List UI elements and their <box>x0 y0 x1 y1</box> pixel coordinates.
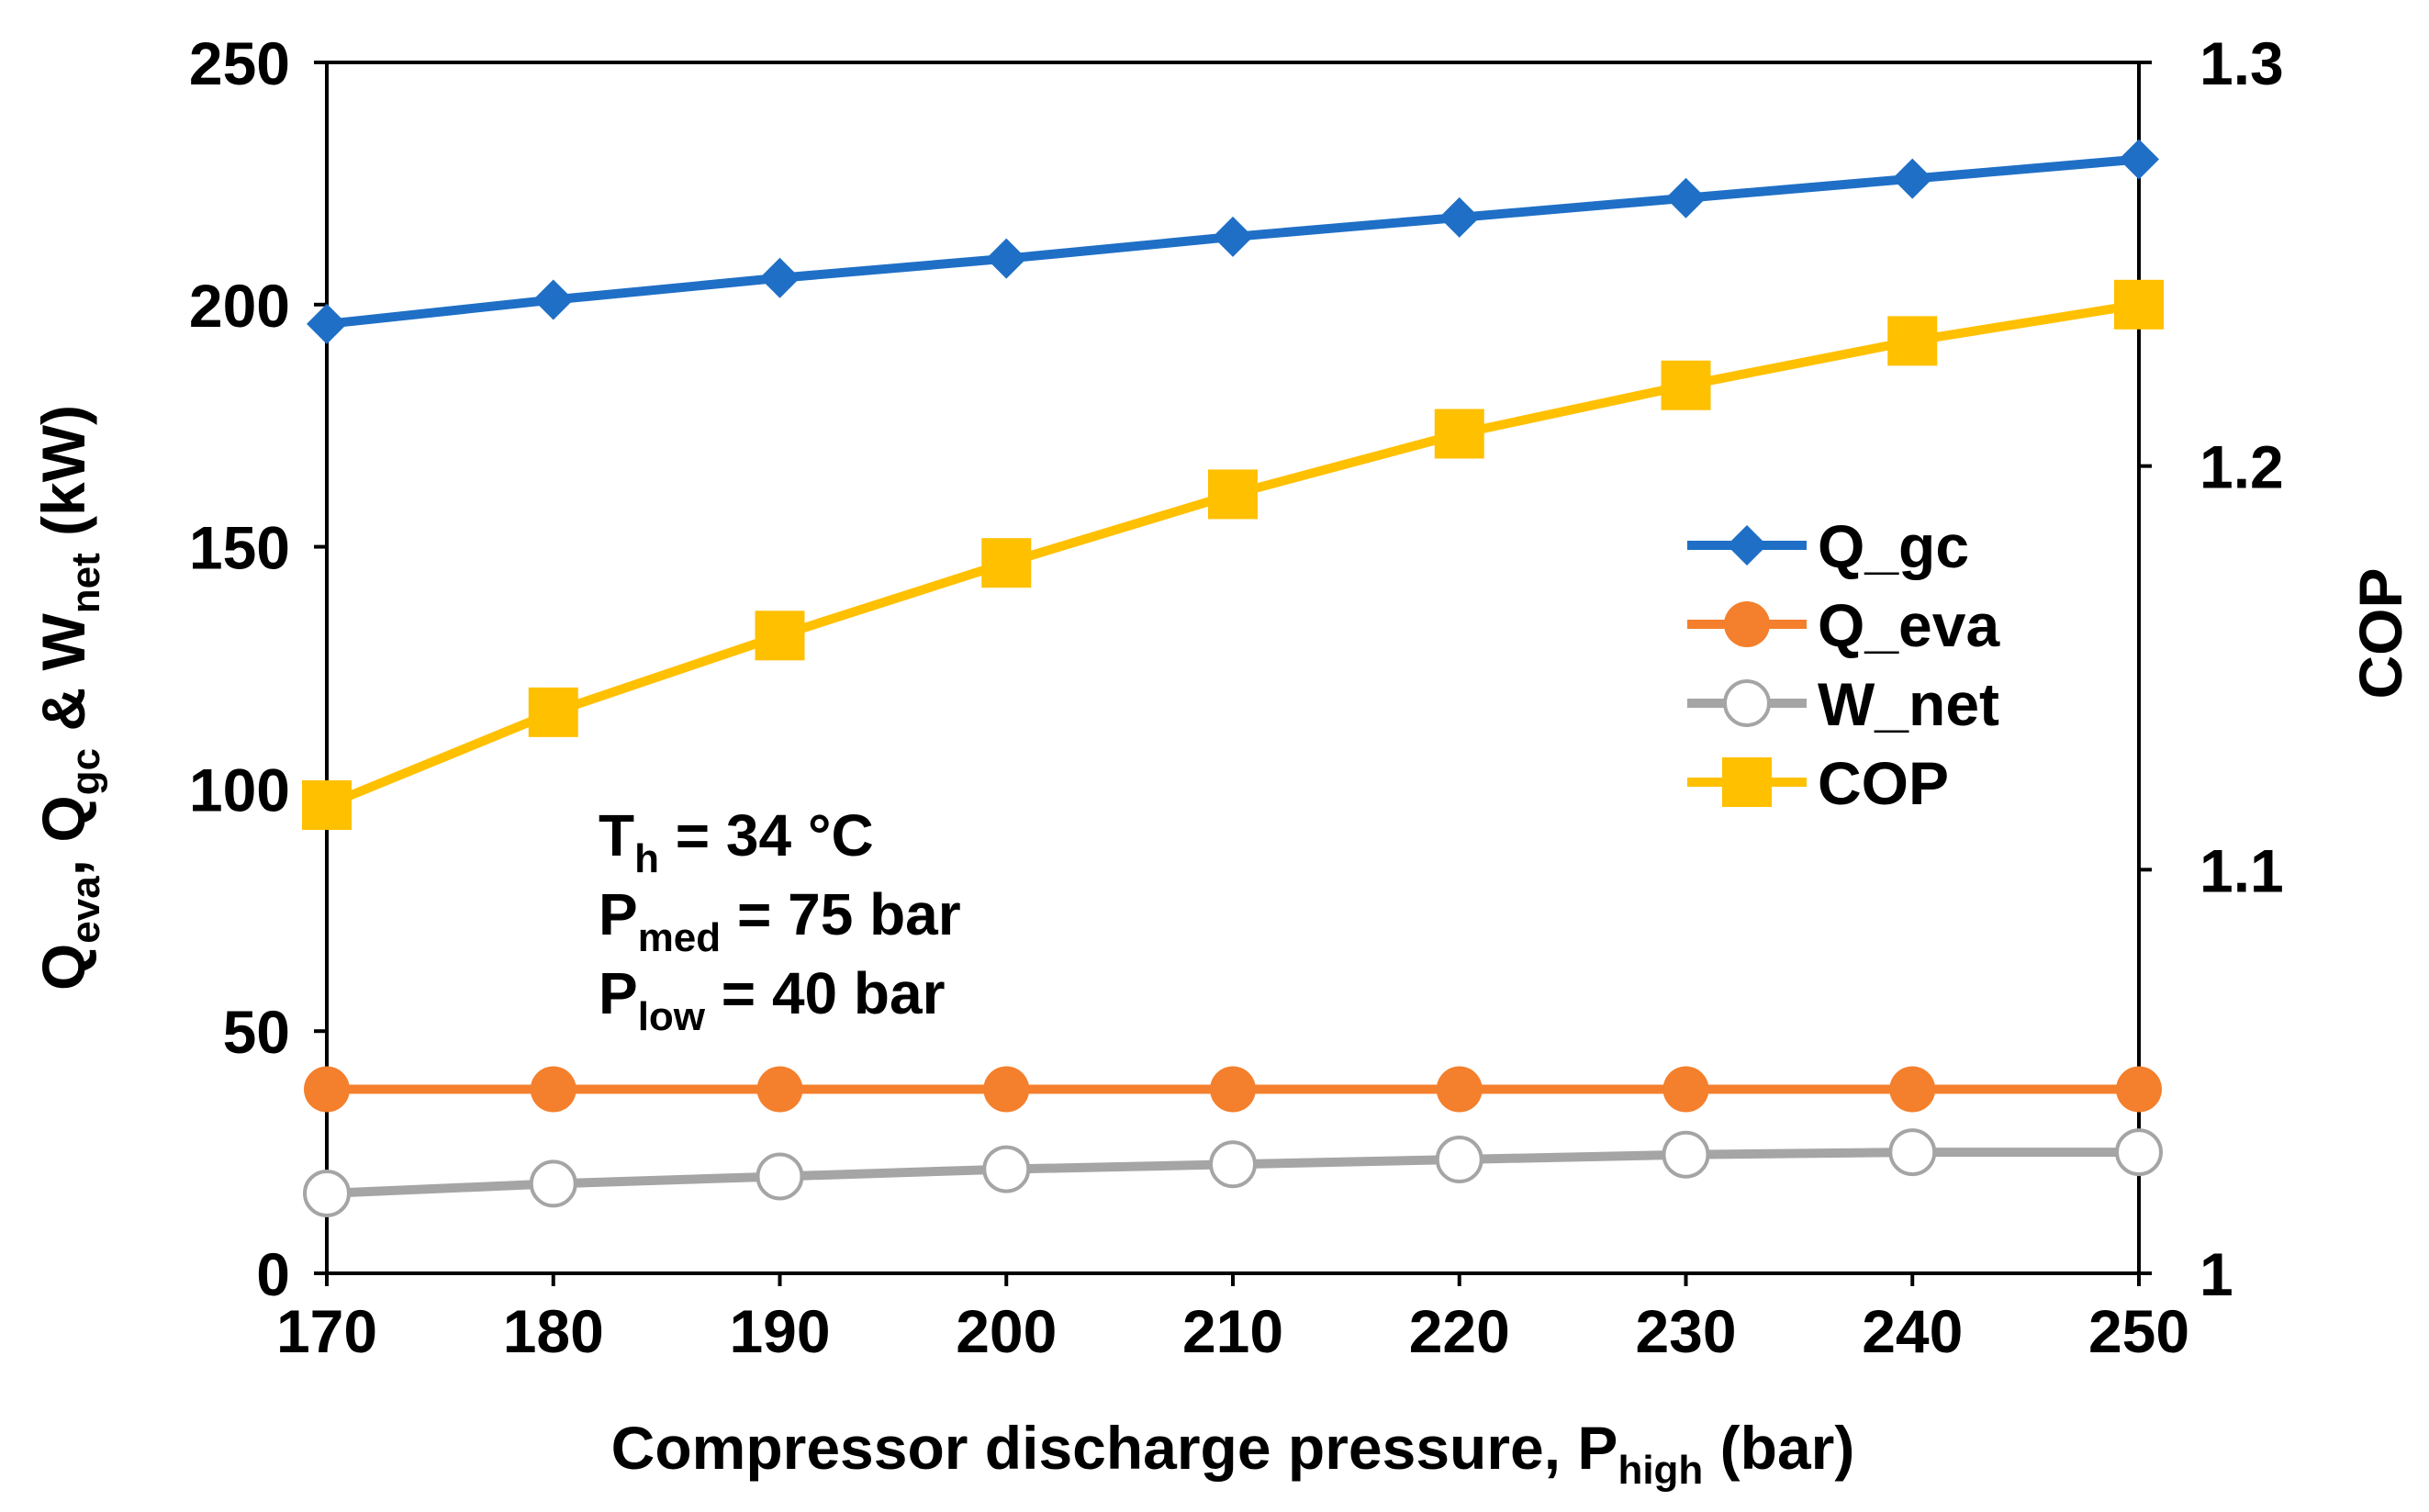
data-point-cop <box>2114 279 2164 330</box>
x-tick-label: 230 <box>1635 1297 1736 1365</box>
legend-item-w-net: W_net <box>1687 670 1999 738</box>
x-tick-label: 250 <box>2088 1297 2189 1365</box>
x-title-sub: high <box>1617 1448 1703 1493</box>
data-point-q-gc <box>759 257 800 298</box>
x-tick-label: 190 <box>729 1297 830 1365</box>
x-tick-label: 170 <box>276 1297 377 1365</box>
y-left-title-units: (kW) <box>29 405 97 553</box>
data-point-q-eva <box>1662 1066 1709 1113</box>
data-point-w-net <box>1888 1128 1937 1177</box>
y-left-title-qgc: , Q <box>29 795 97 876</box>
x-tick-label: 220 <box>1409 1297 1510 1365</box>
series-w-net <box>303 1128 2163 1217</box>
data-point-cop <box>755 610 805 661</box>
legend-label-q-gc: Q_gc <box>1818 512 1969 580</box>
y-left-title-eva-sub: eva <box>63 876 108 944</box>
x-tick-label: 180 <box>503 1297 604 1365</box>
annotation-pmed: Pmed = 75 bar <box>599 881 961 960</box>
data-point-q-gc <box>2119 139 2159 180</box>
series-q-eva <box>304 1066 2162 1113</box>
y-left-tick-label: 0 <box>256 1240 290 1308</box>
legend-swatch-marker <box>1724 601 1770 647</box>
data-point-cop <box>1434 409 1484 459</box>
legend-item-cop: COP <box>1687 749 1949 817</box>
y-right-axis-title: COP <box>2346 567 2414 699</box>
data-point-q-eva <box>756 1066 803 1113</box>
data-point-q-eva <box>983 1066 1030 1113</box>
legend-item-q-eva: Q_eva <box>1687 591 2000 659</box>
data-point-w-net <box>1209 1140 1257 1189</box>
data-point-w-net <box>1662 1130 1710 1179</box>
data-point-w-net <box>982 1145 1031 1193</box>
x-tick-label: 200 <box>956 1297 1057 1365</box>
y-right-tick-label: 1.1 <box>2200 836 2284 904</box>
data-point-w-net <box>756 1152 804 1201</box>
legend: Q_gc Q_eva W_net COP <box>1687 512 2000 817</box>
annotation-plow: Plow = 40 bar <box>599 960 946 1039</box>
y-left-tick-label: 100 <box>189 756 290 823</box>
data-point-w-net <box>529 1159 577 1208</box>
data-point-cop <box>528 687 578 737</box>
legend-swatch-marker <box>1723 679 1771 727</box>
data-point-q-gc <box>1438 196 1480 238</box>
y-right-tick-label: 1.2 <box>2200 433 2284 501</box>
data-point-q-gc <box>532 279 574 320</box>
data-point-q-gc <box>307 303 347 344</box>
data-point-q-eva <box>2116 1066 2162 1113</box>
data-point-cop <box>981 538 1032 588</box>
x-axis-title: Compressor discharge pressure, Phigh (ba… <box>611 1414 1855 1493</box>
series-q-gc <box>307 139 2159 344</box>
legend-swatch-marker <box>1727 525 1767 566</box>
data-point-w-net <box>2115 1128 2163 1177</box>
conditions-annotation: Th = 34 °C Pmed = 75 bar Plow = 40 bar <box>599 802 961 1039</box>
x-title-tail: (bar) <box>1703 1414 1854 1482</box>
data-point-cop <box>1887 316 1938 366</box>
legend-label-q-eva: Q_eva <box>1818 591 2000 659</box>
y-left-axis-title: Qeva, Qgc & Wnet (kW) <box>29 405 108 991</box>
data-point-cop <box>302 779 352 830</box>
ticks: 170 180 190 200 210 220 230 240 250 0 50 100 150 200 2… <box>189 29 2284 1365</box>
y-left-tick-label: 50 <box>223 998 290 1066</box>
data-point-q-eva <box>304 1066 350 1113</box>
y-left-tick-label: 250 <box>189 29 290 97</box>
x-tick-label: 210 <box>1182 1297 1283 1365</box>
data-point-q-eva <box>1889 1066 1936 1113</box>
x-tick-label: 240 <box>1862 1297 1963 1365</box>
data-point-q-gc <box>986 238 1027 279</box>
data-point-q-eva <box>1210 1066 1256 1113</box>
data-point-q-gc <box>1213 216 1253 257</box>
legend-label-w-net: W_net <box>1818 670 1999 738</box>
data-point-q-gc <box>1892 158 1933 199</box>
data-point-w-net <box>303 1169 351 1217</box>
series-layer <box>302 139 2164 1217</box>
y-left-title-gc-sub: gc <box>63 748 108 795</box>
annotation-th: Th = 34 °C <box>599 802 874 881</box>
y-right-tick-label: 1.3 <box>2200 29 2284 97</box>
y-left-tick-label: 150 <box>189 514 290 582</box>
data-point-w-net <box>1435 1136 1483 1184</box>
y-right-tick-label: 1 <box>2200 1240 2233 1308</box>
legend-label-cop: COP <box>1818 749 1949 817</box>
data-point-q-eva <box>530 1066 576 1113</box>
y-left-title-net-sub: net <box>63 553 108 613</box>
legend-swatch-marker <box>1722 757 1772 807</box>
y-left-tick-label: 200 <box>189 272 290 340</box>
series-cop <box>302 279 2164 830</box>
data-point-q-eva <box>1436 1066 1483 1113</box>
legend-item-q-gc: Q_gc <box>1687 512 1969 580</box>
data-point-cop <box>1208 469 1258 520</box>
data-point-cop <box>1661 360 1711 410</box>
y-left-title-w: & W <box>29 613 97 748</box>
x-title-main: Compressor discharge pressure, P <box>611 1414 1618 1482</box>
y-left-title-q: Q <box>29 944 97 991</box>
data-point-q-gc <box>1665 177 1707 218</box>
